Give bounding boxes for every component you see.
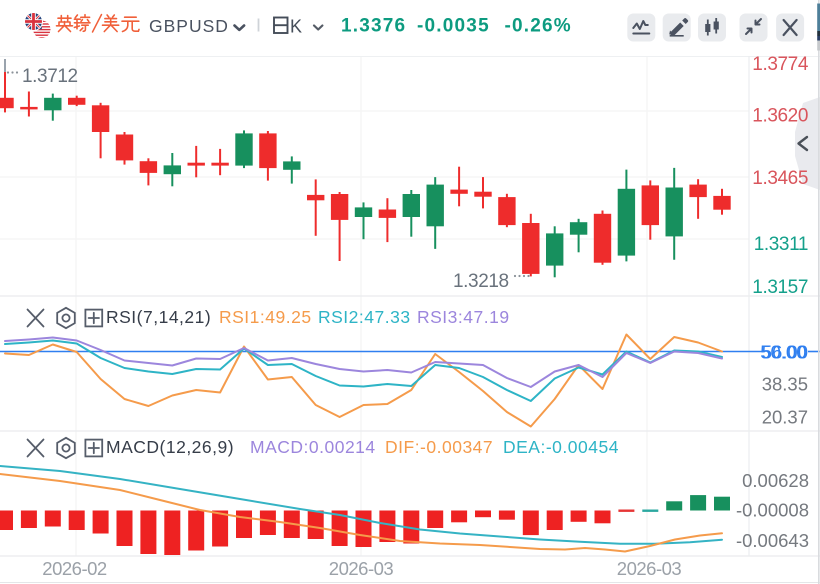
svg-text:RSI3:47.19: RSI3:47.19 [417, 307, 510, 327]
svg-text:56.00: 56.00 [762, 342, 808, 363]
svg-text:38.35: 38.35 [762, 374, 808, 395]
svg-text:1.3311: 1.3311 [754, 234, 808, 255]
svg-text:RSI2:47.33: RSI2:47.33 [318, 307, 411, 327]
svg-text:GBPUSD: GBPUSD [149, 16, 229, 36]
svg-text:RSI1:49.25: RSI1:49.25 [219, 307, 312, 327]
svg-text:DIF:-0.00347: DIF:-0.00347 [385, 437, 493, 457]
svg-text:-0.00008: -0.00008 [736, 500, 809, 521]
svg-text:DEA:-0.00454: DEA:-0.00454 [503, 437, 619, 457]
svg-text:MACD:0.00214: MACD:0.00214 [250, 437, 376, 457]
svg-text:1.3218: 1.3218 [453, 271, 509, 292]
svg-text:1.3774: 1.3774 [752, 54, 809, 75]
svg-text:1.3157: 1.3157 [752, 277, 808, 298]
svg-text:-0.00643: -0.00643 [736, 530, 809, 551]
svg-text:RSI(7,14,21): RSI(7,14,21) [106, 307, 211, 327]
svg-text:1.3465: 1.3465 [752, 168, 808, 189]
svg-text:1.3376: 1.3376 [341, 16, 406, 37]
svg-text:-0.0035: -0.0035 [417, 16, 490, 37]
svg-text:0.00628: 0.00628 [742, 470, 809, 491]
svg-text:2026-02: 2026-02 [42, 558, 107, 579]
svg-text:2026-03: 2026-03 [329, 558, 394, 579]
svg-text:20.37: 20.37 [762, 407, 808, 428]
svg-text:1.3620: 1.3620 [752, 106, 808, 127]
svg-text:MACD(12,26,9): MACD(12,26,9) [106, 437, 234, 457]
svg-text:2026-03: 2026-03 [617, 558, 682, 579]
svg-text:1.3712: 1.3712 [22, 66, 78, 87]
svg-text:K: K [290, 17, 302, 37]
svg-text:50.00: 50.00 [760, 342, 806, 363]
svg-text:-0.26%: -0.26% [505, 16, 572, 37]
